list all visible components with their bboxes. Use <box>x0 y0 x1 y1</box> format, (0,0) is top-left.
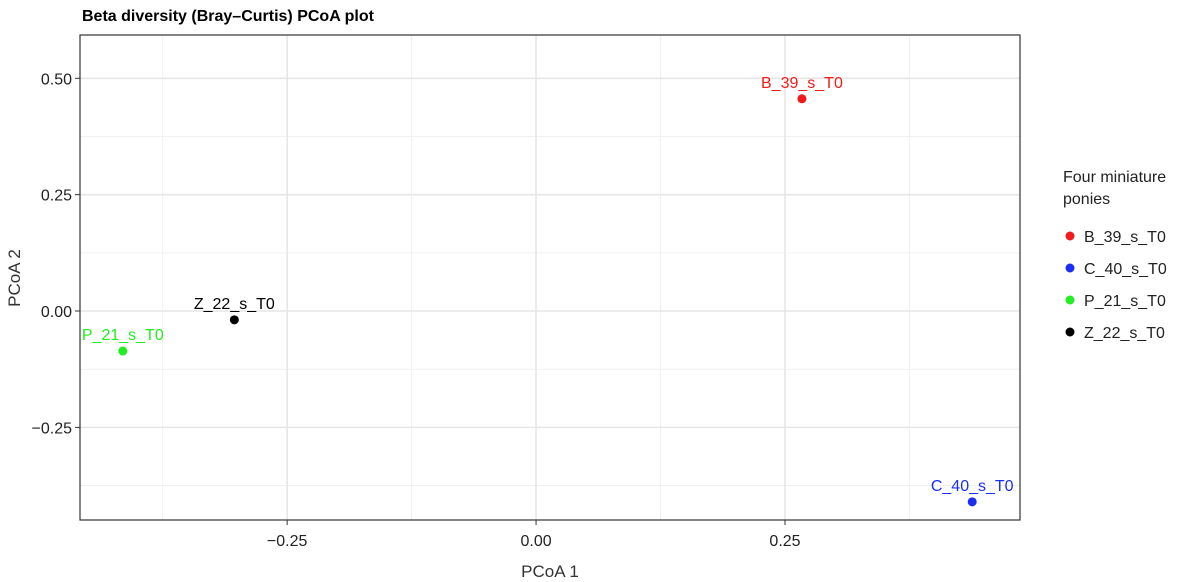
x-axis-title: PCoA 1 <box>521 562 579 581</box>
point-label: P_21_s_T0 <box>82 327 164 344</box>
y-tick-label: 0.50 <box>41 71 72 88</box>
x-tick-label: 0.25 <box>769 533 800 550</box>
y-tick-label: 0.00 <box>41 304 72 321</box>
legend-label: P_21_s_T0 <box>1084 293 1166 310</box>
legend-marker <box>1065 295 1075 305</box>
y-tick-label: −0.25 <box>32 420 73 437</box>
point <box>118 346 128 356</box>
y-axis-title: PCoA 2 <box>5 249 24 307</box>
legend-marker <box>1065 327 1075 337</box>
legend-marker <box>1065 263 1075 273</box>
plot-border <box>79 34 1021 521</box>
y-tick-label: 0.25 <box>41 188 72 205</box>
point <box>797 94 807 104</box>
point-label: C_40_s_T0 <box>931 478 1014 495</box>
legend-title: Four miniature ponies <box>1063 169 1167 208</box>
legend-marker <box>1065 231 1075 241</box>
legend-label: Z_22_s_T0 <box>1084 325 1165 342</box>
point-label: B_39_s_T0 <box>761 75 843 92</box>
legend-label: C_40_s_T0 <box>1084 261 1167 278</box>
point <box>967 497 977 507</box>
point <box>229 315 239 325</box>
legend-label: B_39_s_T0 <box>1084 229 1166 246</box>
x-tick-label: 0.00 <box>520 533 551 550</box>
point-label: Z_22_s_T0 <box>194 296 275 313</box>
x-tick-label: −0.25 <box>267 533 308 550</box>
chart-title: Beta diversity (Bray–Curtis) PCoA plot <box>82 8 375 25</box>
